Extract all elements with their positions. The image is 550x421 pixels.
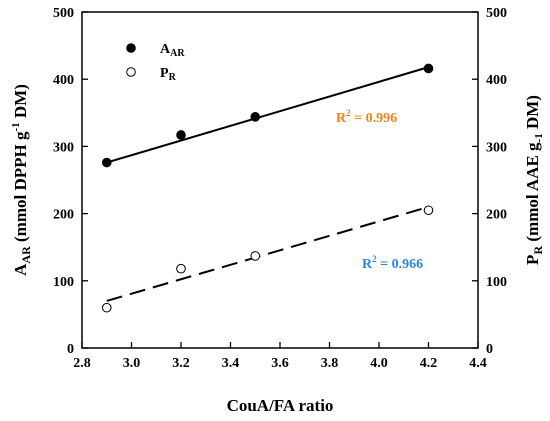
fit-line-aar (106, 66, 429, 164)
data-point-pr (101, 302, 112, 313)
y-axis-title-left: AAR (mmol DPPH g-1 DM) (10, 84, 33, 276)
y-axis-right: 0 100 200 300 400 500 (472, 6, 507, 357)
plot-frame (81, 11, 479, 349)
series-layer (101, 63, 434, 313)
data-point-pr (423, 205, 434, 216)
y-tick-label-right: 200 (486, 208, 507, 223)
x-tick-label: 3.4 (222, 356, 240, 371)
y-tick-label-left: 200 (53, 208, 74, 223)
y-tick-label-left: 100 (53, 275, 74, 290)
data-point-aar (423, 63, 434, 74)
x-tick-label: 3.6 (271, 356, 289, 371)
x-tick-label: 2.8 (73, 356, 91, 371)
y-tick-label-right: 400 (486, 73, 507, 88)
data-point-aar (101, 157, 112, 168)
legend-marker-aar (126, 43, 136, 53)
data-point-pr (176, 263, 186, 274)
x-tick-label: 3.0 (123, 356, 141, 371)
data-point-aar (250, 112, 261, 122)
legend-marker-pr (126, 67, 136, 77)
legend: AAR PR (126, 42, 185, 83)
data-point-aar (176, 130, 186, 140)
x-tick-label: 4.2 (420, 356, 438, 371)
y-tick-label-left: 300 (53, 140, 74, 155)
x-axis-title: CouA/FA ratio (227, 396, 334, 415)
x-axis: 2.8 3.0 3.2 3.4 3.6 3.8 4.0 4.2 4.4 (73, 342, 487, 371)
y-tick-label-right: 300 (486, 140, 507, 155)
y-tick-label-right: 0 (486, 342, 493, 357)
x-tick-label: 4.4 (469, 356, 487, 371)
y-tick-label-right: 100 (486, 275, 507, 290)
data-point-pr (250, 251, 261, 261)
y-tick-label-right: 500 (486, 6, 507, 21)
legend-label-pr: PR (160, 66, 177, 83)
x-tick-label: 3.8 (321, 356, 339, 371)
y-tick-label-left: 0 (67, 342, 74, 357)
y-axis-left: 0 100 200 300 400 500 (53, 6, 88, 357)
y-tick-label-left: 400 (53, 73, 74, 88)
x-tick-label: 3.2 (172, 356, 190, 371)
y-axis-title-right: PR (mmol AAE g-1 DM) (523, 95, 545, 265)
y-tick-label-left: 500 (53, 6, 74, 21)
r2-annotation-aar: R2 = 0.996 (336, 108, 397, 126)
legend-label-aar: AAR (160, 42, 185, 59)
fit-line-pr (106, 205, 429, 302)
x-tick-label: 4.0 (370, 356, 388, 371)
r2-annotation-pr: R2 = 0.966 (362, 254, 423, 272)
